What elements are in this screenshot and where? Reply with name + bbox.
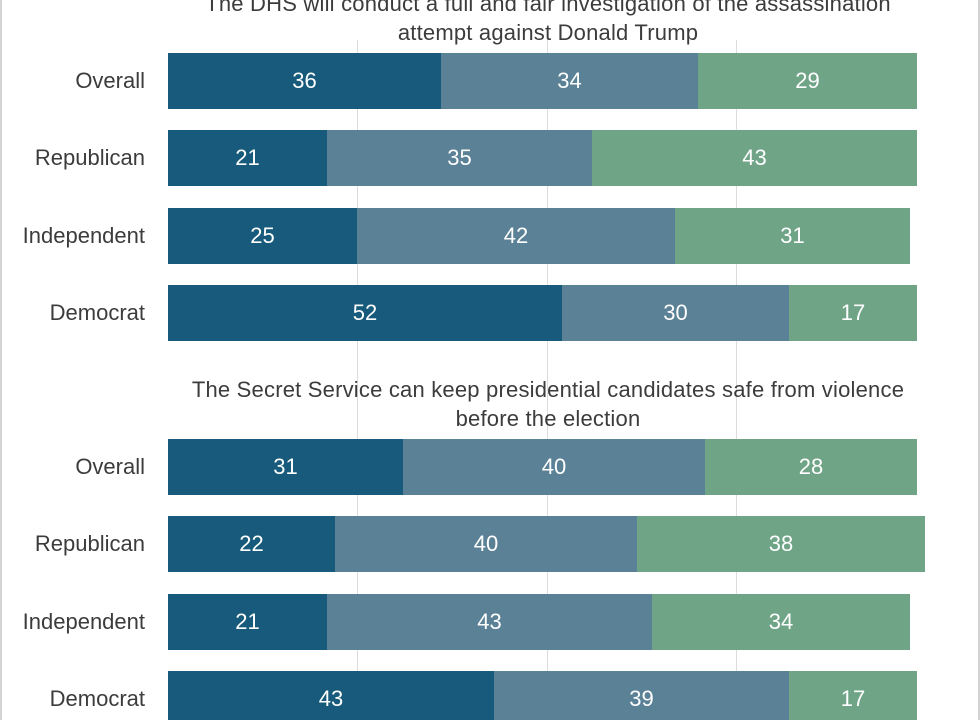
bar-segment: 42 (357, 208, 675, 264)
category-label: Democrat (49, 686, 145, 711)
bar-segment: 31 (675, 208, 910, 264)
bar-segment: 52 (168, 285, 562, 341)
panel-title: The DHS will conduct a full and fair inv… (205, 0, 891, 45)
bar-segment: 43 (327, 594, 652, 650)
category-label: Independent (22, 609, 145, 634)
bar-segment: 34 (652, 594, 910, 650)
bar-segment: 40 (335, 516, 637, 572)
bar-segment: 21 (168, 594, 327, 650)
chart-right-border (978, 0, 980, 720)
bar-segment: 40 (403, 439, 705, 495)
chart-left-border (0, 0, 2, 720)
bar-segment: 38 (637, 516, 925, 572)
bar-segment: 28 (705, 439, 917, 495)
bar-segment: 34 (441, 53, 698, 109)
bar-segment: 39 (494, 671, 789, 720)
panel-title: The Secret Service can keep presidential… (191, 377, 905, 431)
bar-segment: 43 (168, 671, 494, 720)
bar-segment: 30 (562, 285, 789, 341)
bar-segment: 21 (168, 130, 327, 186)
bar-segment: 43 (592, 130, 917, 186)
bar-segment: 17 (789, 671, 917, 720)
category-label: Overall (75, 454, 145, 479)
bar-segment: 25 (168, 208, 357, 264)
bar-segment: 29 (698, 53, 917, 109)
category-label: Democrat (49, 300, 145, 325)
gridline (547, 40, 548, 720)
bar-segment: 35 (327, 130, 592, 186)
category-label: Overall (75, 68, 145, 93)
gridline (736, 40, 737, 720)
bar-segment: 36 (168, 53, 441, 109)
bar-segment: 31 (168, 439, 403, 495)
bar-segment: 22 (168, 516, 335, 572)
gridline (357, 40, 358, 720)
bar-segment: 17 (789, 285, 917, 341)
category-label: Republican (34, 531, 145, 556)
category-label: Independent (22, 223, 145, 248)
category-label: Republican (34, 145, 145, 170)
